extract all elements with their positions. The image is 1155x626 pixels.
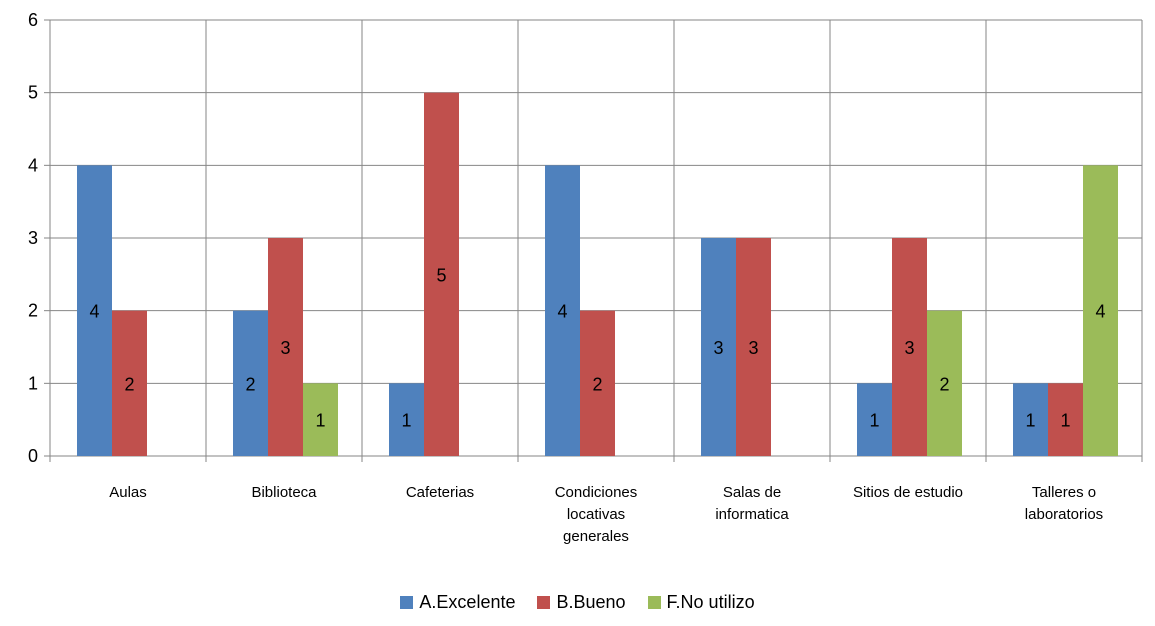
category-label: Salas de informatica xyxy=(715,484,789,523)
data-label: 4 xyxy=(89,302,99,322)
data-label: 1 xyxy=(401,411,411,431)
bar xyxy=(1083,165,1118,457)
legend-swatch xyxy=(400,596,414,609)
data-label: 2 xyxy=(245,374,255,394)
data-label: 2 xyxy=(592,374,602,394)
legend-item: A.Excelente xyxy=(400,592,515,613)
data-label: 2 xyxy=(939,374,949,394)
legend-swatch xyxy=(647,596,661,609)
data-label: 4 xyxy=(557,302,567,322)
bar xyxy=(389,383,424,456)
bar xyxy=(112,310,147,456)
legend-label: F.No utilizo xyxy=(666,592,755,612)
data-label: 3 xyxy=(280,338,290,358)
bar xyxy=(268,238,303,456)
bar xyxy=(424,92,459,457)
data-label: 2 xyxy=(124,374,134,394)
data-label: 3 xyxy=(904,338,914,358)
data-label: 1 xyxy=(1060,411,1070,431)
legend-item: B.Bueno xyxy=(537,592,626,613)
bar xyxy=(857,383,892,456)
y-tick-label: 5 xyxy=(28,83,38,103)
y-tick-label: 1 xyxy=(28,373,38,393)
bar xyxy=(545,165,580,457)
data-label: 1 xyxy=(1025,411,1035,431)
bar xyxy=(892,238,927,456)
bar xyxy=(1048,383,1083,456)
bar xyxy=(580,310,615,456)
y-tick-label: 6 xyxy=(28,10,38,30)
category-label: Cafeterias xyxy=(406,484,474,501)
legend-item: F.No utilizo xyxy=(647,592,755,613)
y-tick-label: 2 xyxy=(28,301,38,321)
category-label: Talleres o laboratorios xyxy=(1025,484,1103,523)
bar xyxy=(736,238,771,456)
legend-label: B.Bueno xyxy=(556,592,626,612)
bar xyxy=(1013,383,1048,456)
data-label: 1 xyxy=(869,411,879,431)
bar-chart-plot: 0 1 2 3 4 5 6 4 2 1 4 3 1 1 2 3 5 2 3 3 1 1 2 4 Aulas Biblioteca C… xyxy=(28,10,1143,545)
data-label: 3 xyxy=(748,338,758,358)
bar xyxy=(77,165,112,457)
y-tick-label: 3 xyxy=(28,228,38,248)
data-label: 5 xyxy=(436,265,446,285)
bar xyxy=(233,310,268,456)
data-label: 4 xyxy=(1095,302,1105,322)
data-label: 1 xyxy=(315,411,325,431)
bar xyxy=(701,238,736,456)
y-tick-label: 0 xyxy=(28,446,38,466)
bar xyxy=(927,310,962,456)
category-label: Sitios de estudio xyxy=(853,484,963,501)
data-label: 3 xyxy=(713,338,723,358)
category-label: Biblioteca xyxy=(251,484,317,501)
chart-legend: A.Excelente B.Bueno F.No utilizo xyxy=(0,592,1155,613)
bar xyxy=(303,383,338,456)
category-label: Condiciones locativas generales xyxy=(555,484,638,545)
y-tick-label: 4 xyxy=(28,155,38,175)
category-label: Aulas xyxy=(109,484,147,501)
legend-label: A.Excelente xyxy=(419,592,516,612)
legend-swatch xyxy=(537,596,551,609)
